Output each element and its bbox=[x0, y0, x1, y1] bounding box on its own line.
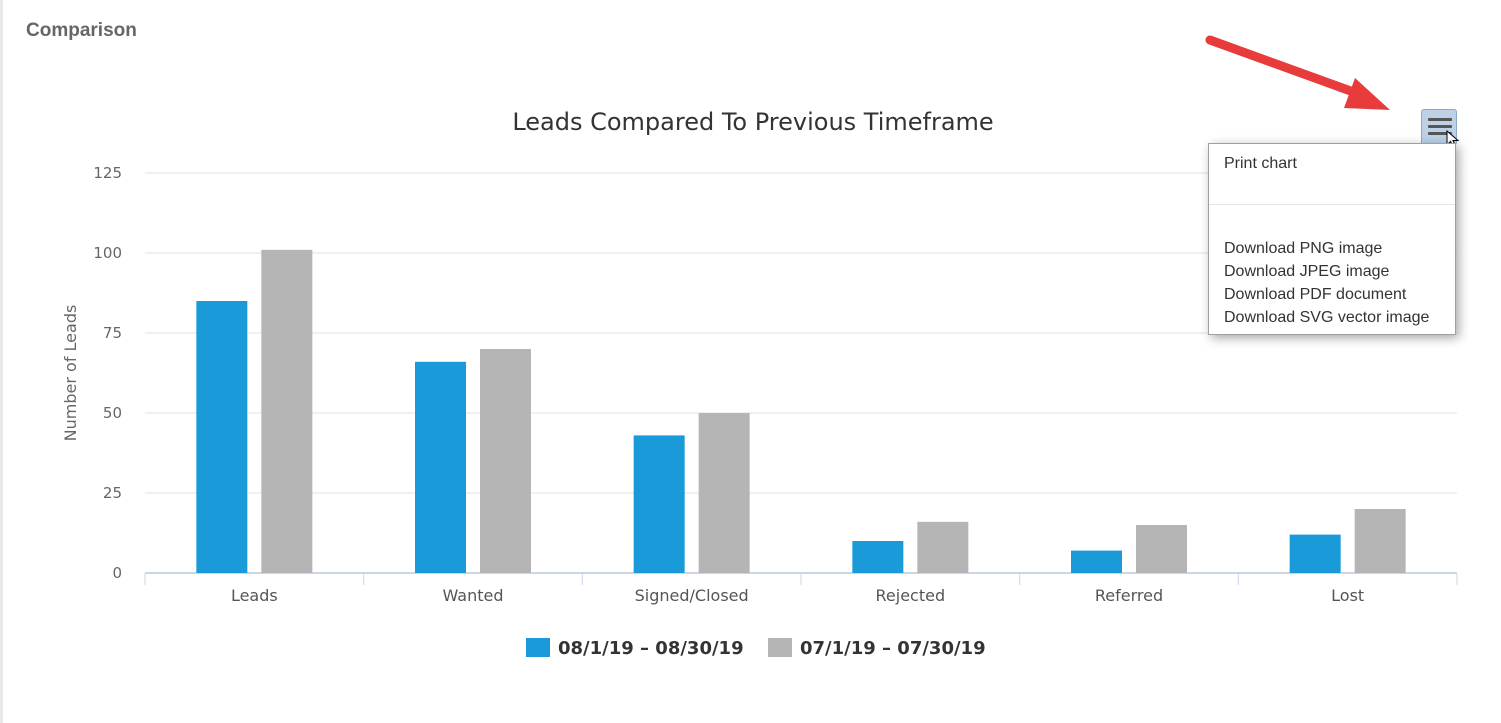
bar[interactable] bbox=[1354, 509, 1406, 573]
bar[interactable] bbox=[1071, 550, 1122, 573]
panel-left-border bbox=[0, 0, 3, 723]
chart-title: Leads Compared To Previous Timeframe bbox=[512, 108, 993, 136]
export-menu: Print chart Download PNG image Download … bbox=[1208, 143, 1456, 335]
y-tick-label: 25 bbox=[103, 484, 122, 502]
x-tick-label: Signed/Closed bbox=[635, 586, 749, 605]
bar[interactable] bbox=[480, 349, 531, 573]
y-tick-label: 75 bbox=[103, 324, 122, 342]
menu-item-download-jpeg[interactable]: Download JPEG image bbox=[1224, 263, 1390, 280]
bar[interactable] bbox=[852, 541, 904, 573]
y-axis-label: Number of Leads bbox=[61, 305, 80, 442]
x-tick-label: Lost bbox=[1331, 586, 1364, 605]
menu-item-download-png[interactable]: Download PNG image bbox=[1224, 240, 1383, 257]
hamburger-menu-icon-bar bbox=[1428, 132, 1452, 135]
menu-item-download-svg[interactable]: Download SVG vector image bbox=[1224, 309, 1430, 326]
legend-swatch[interactable] bbox=[768, 638, 792, 657]
x-tick-label: Wanted bbox=[442, 586, 503, 605]
bar[interactable] bbox=[415, 361, 466, 573]
bar[interactable] bbox=[633, 435, 685, 573]
bar[interactable] bbox=[917, 521, 969, 573]
bar[interactable] bbox=[1289, 534, 1341, 573]
bar[interactable] bbox=[698, 413, 750, 573]
menu-item-download-pdf[interactable]: Download PDF document bbox=[1224, 286, 1407, 303]
panel-title: Comparison bbox=[26, 20, 137, 41]
menu-item-print-chart[interactable]: Print chart bbox=[1224, 155, 1297, 172]
hamburger-menu-icon bbox=[1428, 118, 1452, 121]
hamburger-menu-icon-bar bbox=[1428, 125, 1452, 128]
legend-item-label[interactable]: 07/1/19 – 07/30/19 bbox=[800, 638, 986, 659]
y-tick-label: 50 bbox=[103, 404, 122, 422]
x-tick-label: Leads bbox=[231, 586, 278, 605]
legend-item-label[interactable]: 08/1/19 – 08/30/19 bbox=[558, 638, 744, 659]
x-tick-label: Referred bbox=[1095, 586, 1163, 605]
legend-swatch[interactable] bbox=[526, 638, 550, 657]
y-tick-label: 0 bbox=[112, 564, 122, 582]
y-tick-label: 100 bbox=[93, 244, 122, 262]
menu-separator bbox=[1209, 204, 1455, 205]
bar[interactable] bbox=[196, 301, 248, 573]
y-tick-label: 125 bbox=[93, 164, 122, 182]
bar[interactable] bbox=[1136, 525, 1187, 573]
x-tick-label: Rejected bbox=[876, 586, 946, 605]
bar[interactable] bbox=[261, 249, 313, 574]
